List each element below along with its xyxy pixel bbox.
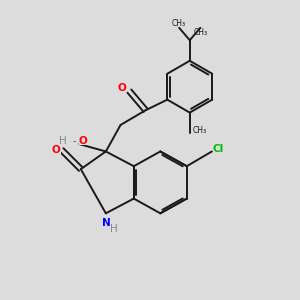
FancyBboxPatch shape: [118, 83, 126, 92]
FancyBboxPatch shape: [52, 146, 61, 154]
FancyBboxPatch shape: [102, 219, 110, 227]
FancyBboxPatch shape: [71, 138, 77, 145]
Text: CH₃: CH₃: [193, 126, 207, 135]
Text: Cl: Cl: [213, 143, 224, 154]
Text: CH₃: CH₃: [193, 28, 207, 37]
FancyBboxPatch shape: [79, 137, 87, 145]
Text: O: O: [118, 82, 126, 93]
Text: H: H: [110, 224, 118, 234]
FancyBboxPatch shape: [111, 225, 117, 232]
FancyBboxPatch shape: [59, 138, 67, 145]
Text: O: O: [79, 136, 87, 146]
FancyBboxPatch shape: [213, 144, 224, 153]
Text: -: -: [72, 136, 76, 146]
Text: N: N: [102, 218, 111, 228]
Text: O: O: [52, 145, 61, 155]
Text: H: H: [59, 136, 67, 146]
Text: CH₃: CH₃: [172, 19, 186, 28]
